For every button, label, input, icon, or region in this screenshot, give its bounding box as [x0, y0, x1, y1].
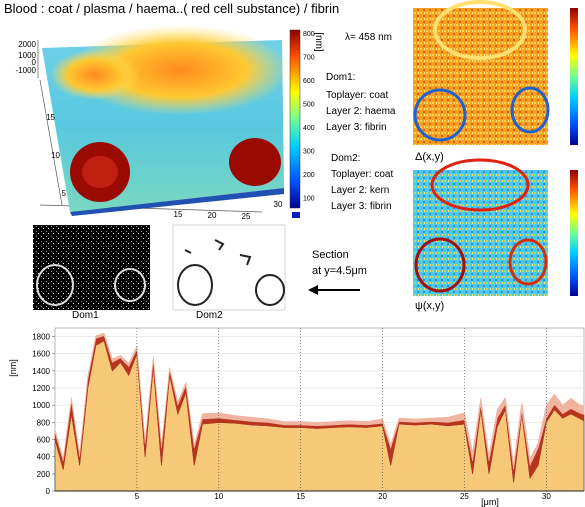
dom1-ring [114, 268, 146, 302]
colorbar-tick-label: 100 [303, 196, 315, 203]
z-tick-label: 0 [32, 58, 37, 67]
y-tick-label: 1800 [32, 333, 50, 342]
surface-edge [70, 188, 284, 216]
dom2-line: Toplayer: coat [331, 169, 393, 180]
dom1-line: Toplayer: coat [326, 90, 388, 101]
y-tick-label: 400 [37, 453, 51, 462]
y-tick-label: 10 [51, 151, 60, 160]
delta-ring [433, 0, 527, 60]
dom2-specks [184, 239, 252, 266]
y-tick-label: 0 [46, 487, 51, 496]
y-axis [39, 79, 63, 206]
dom1-map-label: Dom1 [72, 310, 99, 321]
x-tick-label: 30 [274, 200, 283, 209]
y-tick-label: 1600 [32, 350, 50, 359]
z-tick-label: 1000 [18, 51, 36, 60]
colorbar-marker [292, 212, 300, 218]
profile-chart: 0 200 400 600 800 1000 1200 1400 1600 1800 5 10 15 20… [8, 327, 585, 507]
x-tick-label: 5 [135, 492, 140, 501]
y-tick-label: 1200 [32, 384, 50, 393]
dom2-ring [255, 274, 285, 306]
colorbar [289, 29, 301, 209]
dom2-image [172, 224, 286, 311]
z-tick-label: -1000 [16, 66, 37, 75]
colorbar-tick-label: 300 [303, 149, 315, 156]
delta-map: Δ(x,y) [413, 0, 578, 163]
psi-ring [508, 238, 548, 286]
psi-label: ψ(x,y) [415, 300, 444, 312]
wavelength: λ= 458 nm [345, 32, 392, 43]
surface-plot: [nm] [37, 25, 324, 218]
colorbar-tick-label: 800 [303, 31, 315, 38]
x-tick-label: 25 [242, 212, 251, 221]
colorbar-tick-label: 200 [303, 172, 315, 179]
dom1-image [33, 225, 150, 310]
y-tick-label: 800 [37, 418, 51, 427]
x-tick-label: 20 [378, 492, 387, 501]
dom2-title: Dom2: [331, 153, 360, 164]
y-tick-label: 1000 [32, 401, 50, 410]
surface-peak [229, 138, 281, 186]
y-axis-label: [nm] [8, 359, 18, 377]
layer-area [54, 332, 585, 470]
dom1-line: Layer 2: haema [326, 106, 396, 117]
x-tick-label: 10 [214, 492, 223, 501]
x-tick-label: 25 [460, 492, 469, 501]
dom2-ring [177, 264, 213, 306]
y-tick-label: 600 [37, 436, 51, 445]
psi-ring [430, 158, 530, 212]
psi-colorbar [570, 170, 578, 296]
dom1-line: Layer 3: fibrin [326, 122, 387, 133]
section-label: Section [312, 249, 349, 261]
y-tick-label: 15 [46, 113, 55, 122]
colorbar-tick-label: 700 [303, 55, 315, 62]
colorbar-tick-label: 400 [303, 125, 315, 132]
dom2-line: Layer 3: fibrin [331, 201, 392, 212]
colorbar-label: [nm] [313, 32, 324, 52]
section-arrowhead [308, 285, 318, 295]
y-tick-label: 1400 [32, 367, 50, 376]
colorbar-tick-label: 600 [303, 78, 315, 85]
y-tick-label: 200 [37, 470, 51, 479]
psi-ring [414, 237, 466, 293]
dom1-title: Dom1: [326, 72, 355, 83]
x-tick-label: 15 [296, 492, 305, 501]
surface-peak [82, 156, 118, 188]
section-label: at y=4.5μm [312, 265, 367, 277]
dom2-map-label: Dom2 [196, 310, 223, 321]
y-tick-label: 5 [62, 189, 67, 198]
dom2-line: Layer 2: kern [331, 185, 389, 196]
colorbar-tick-label: 500 [303, 102, 315, 109]
delta-ring [413, 88, 467, 142]
x-tick-label: 20 [208, 211, 217, 220]
x-axis-label: [μm] [481, 497, 499, 507]
z-tick-label: 2000 [18, 40, 36, 49]
delta-colorbar [570, 8, 578, 145]
psi-map: ψ(x,y) [413, 158, 578, 312]
figure-title: Blood : coat / plasma / haema..( red cel… [4, 1, 339, 16]
delta-ring [510, 86, 550, 134]
delta-label: Δ(x,y) [415, 151, 444, 163]
dom1-ring [36, 264, 74, 306]
surface-hot-region [50, 50, 140, 100]
x-tick-label: 15 [174, 210, 183, 219]
x-tick-label: 30 [542, 492, 551, 501]
